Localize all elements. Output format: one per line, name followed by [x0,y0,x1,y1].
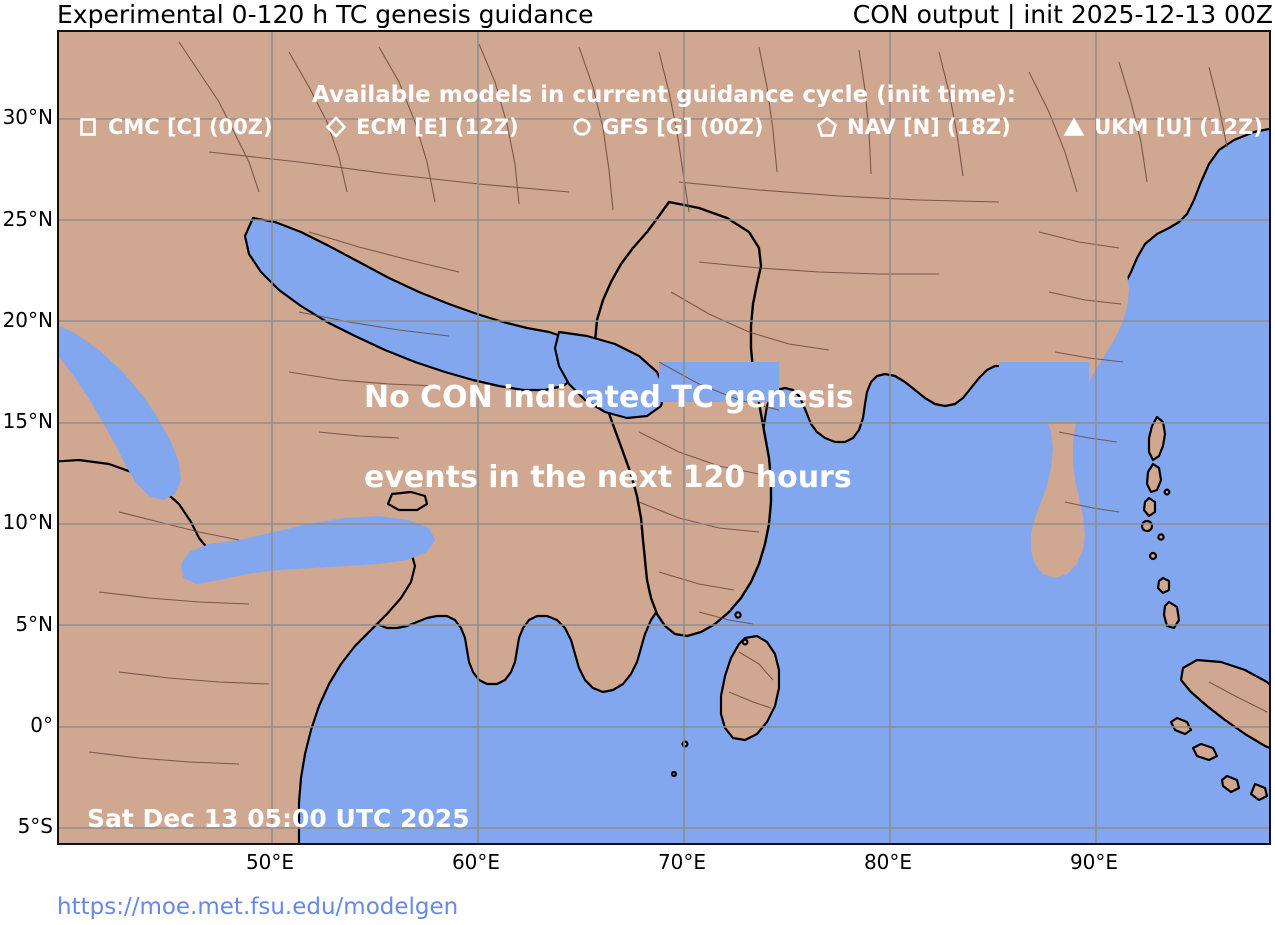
output-init-label: CON output | init 2025-12-13 00Z [852,0,1273,29]
square-marker-icon [80,118,96,136]
page-title: Experimental 0-120 h TC genesis guidance [57,0,594,29]
pentagon-marker-icon [816,116,838,137]
legend-label-ukm: UKM [U] (12Z) [1094,115,1263,139]
lon-tick-label: 90°E [1069,850,1119,874]
lon-tick-label: 50°E [245,850,295,874]
lat-tick-label: 5°N [15,612,53,636]
legend-label-nav: NAV [N] (18Z) [847,115,1011,139]
circle-marker-icon [573,118,591,136]
diamond-marker-icon [325,116,347,138]
legend-item-nav[interactable]: NAV [N] (18Z) [816,115,1011,139]
lat-tick-label: 25°N [2,207,53,231]
legend-label-ecm: ECM [E] (12Z) [356,115,519,139]
map-geography [59,32,1269,843]
lat-tick-label: 0° [30,713,53,737]
triangle-marker-icon [1063,117,1085,136]
lon-tick-label: 60°E [451,850,501,874]
source-url[interactable]: https://moe.met.fsu.edu/modelgen [57,894,459,920]
lon-tick-label: 80°E [863,850,913,874]
model-legend: CMC [C] (00Z) ECM [E] (12Z) GFS [G] (00Z… [77,112,1263,142]
lat-tick-label: 20°N [2,308,53,332]
legend-label-cmc: CMC [C] (00Z) [108,115,273,139]
lon-tick-label: 70°E [657,850,707,874]
legend-item-cmc[interactable]: CMC [C] (00Z) [77,115,273,139]
lat-tick-label: 10°N [2,510,53,534]
header-bar: Experimental 0-120 h TC genesis guidance… [0,0,1275,30]
genesis-guidance-map[interactable]: Available models in current guidance cyc… [57,30,1271,845]
lat-tick-label: 30°N [2,105,53,129]
legend-item-ecm[interactable]: ECM [E] (12Z) [325,115,519,139]
lat-tick-label: 15°N [2,409,53,433]
lat-tick-label: 5°S [17,814,53,838]
legend-item-gfs[interactable]: GFS [G] (00Z) [571,115,764,139]
legend-item-ukm[interactable]: UKM [U] (12Z) [1063,115,1263,139]
legend-label-gfs: GFS [G] (00Z) [602,115,764,139]
